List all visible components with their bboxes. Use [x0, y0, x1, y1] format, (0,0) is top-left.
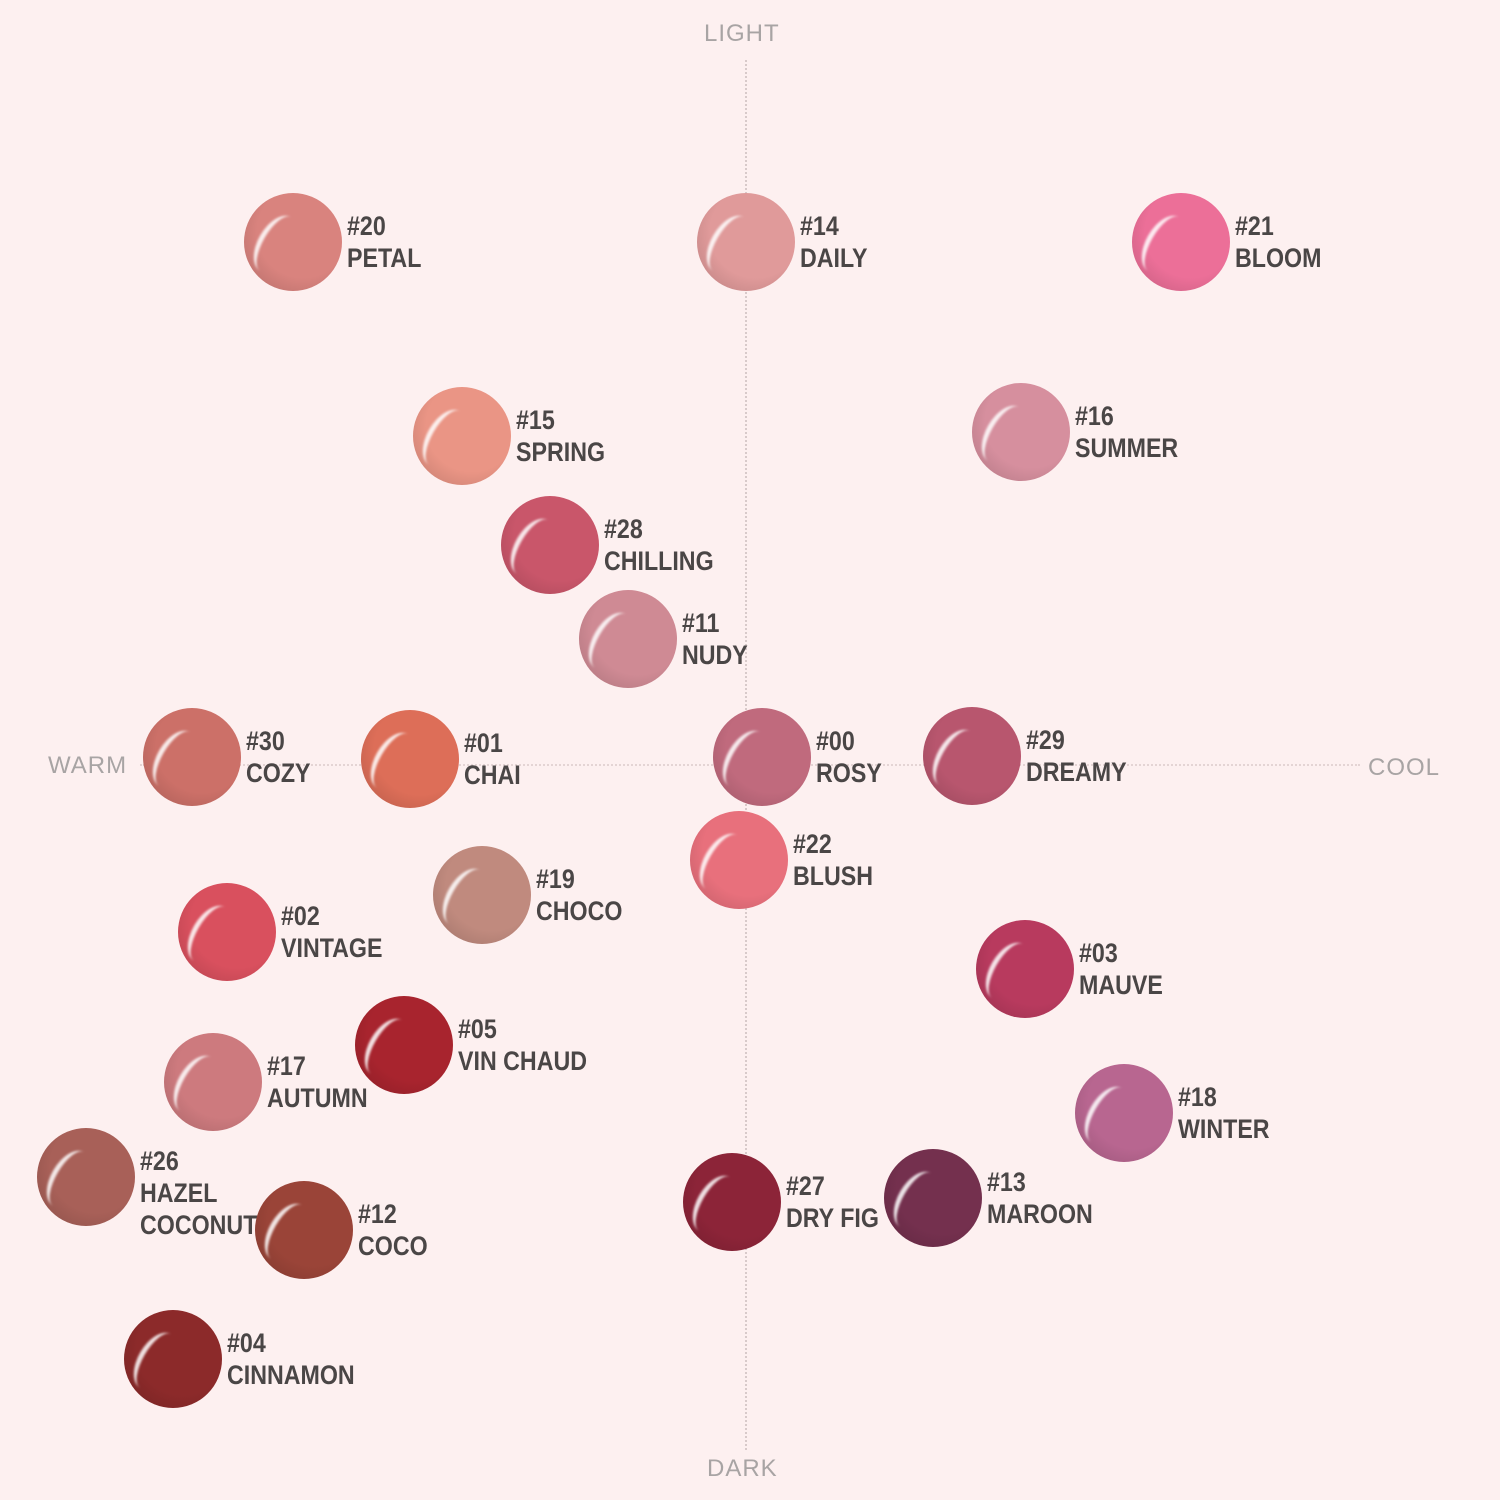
shade-label: #30 COZY [246, 725, 311, 789]
shade-code: #18 [1178, 1082, 1217, 1112]
shade-name: BLOOM [1235, 243, 1322, 273]
shade-name: COCO [358, 1231, 428, 1261]
shade-name: MAROON [987, 1199, 1093, 1229]
shade-swatch [413, 387, 511, 485]
shade-label: #20 PETAL [347, 210, 421, 274]
shade-code: #22 [793, 829, 832, 859]
shade-swatch [124, 1310, 222, 1408]
shade-label: #01 CHAI [464, 727, 521, 791]
shade-label: #16 SUMMER [1075, 400, 1178, 464]
shade-swatch [501, 496, 599, 594]
shade-code: #04 [227, 1328, 266, 1358]
shade-label: #11 NUDY [682, 607, 748, 671]
shade-label: #05 VIN CHAUD [458, 1013, 587, 1077]
shade-name: DRY FIG [786, 1203, 879, 1233]
shade-code: #01 [464, 728, 503, 758]
shade-swatch [683, 1153, 781, 1251]
shade-label: #21 BLOOM [1235, 210, 1321, 274]
axis-label-dark: DARK [707, 1455, 778, 1482]
shade-swatch [143, 708, 241, 806]
shade-code: #00 [816, 726, 855, 756]
shade-name: CHOCO [536, 896, 623, 926]
shade-name: HAZEL [140, 1178, 218, 1208]
shade-swatch [1075, 1064, 1173, 1162]
shade-swatch [690, 811, 788, 909]
shade-label: #13 MAROON [987, 1166, 1093, 1230]
shade-name: VIN CHAUD [458, 1046, 588, 1076]
shade-code: #15 [516, 405, 555, 435]
shade-code: #11 [682, 608, 720, 638]
shade-swatch [713, 708, 811, 806]
shade-label: #00 ROSY [816, 725, 882, 789]
axis-label-warm: WARM [48, 752, 128, 779]
shade-code: #30 [246, 726, 285, 756]
shade-label: #29 DREAMY [1026, 724, 1127, 788]
shade-swatch [244, 193, 342, 291]
shade-code: #20 [347, 211, 386, 241]
shade-name: WINTER [1178, 1114, 1270, 1144]
shade-name: BLUSH [793, 861, 873, 891]
shade-swatch [579, 590, 677, 688]
shade-name: DAILY [800, 243, 868, 273]
shade-label: #14 DAILY [800, 210, 868, 274]
shade-name: VINTAGE [281, 933, 383, 963]
shade-swatch [178, 883, 276, 981]
shade-swatch [697, 193, 795, 291]
shade-swatch [355, 996, 453, 1094]
shade-swatch [255, 1181, 353, 1279]
shade-code: #13 [987, 1167, 1026, 1197]
shade-code: #14 [800, 211, 839, 241]
shade-name: CINNAMON [227, 1360, 355, 1390]
shade-label: #15 SPRING [516, 404, 605, 468]
shade-label: #28 CHILLING [604, 513, 714, 577]
shade-swatch [433, 846, 531, 944]
shade-code: #21 [1235, 211, 1274, 241]
shade-code: #12 [358, 1199, 397, 1229]
shade-name: MAUVE [1079, 970, 1163, 1000]
shade-label: #12 COCO [358, 1198, 428, 1262]
shade-label: #27 DRY FIG [786, 1170, 879, 1234]
shade-code: #27 [786, 1171, 825, 1201]
shade-swatch [1132, 193, 1230, 291]
axis-label-cool: COOL [1368, 754, 1441, 781]
shade-code: #02 [281, 901, 320, 931]
shade-swatch [923, 707, 1021, 805]
shade-code: #29 [1026, 725, 1065, 755]
shade-swatch [884, 1149, 982, 1247]
shade-name: AUTUMN [267, 1083, 368, 1113]
shade-code: #19 [536, 864, 575, 894]
shade-name: COZY [246, 758, 311, 788]
shade-swatch [972, 383, 1070, 481]
shade-name: CHILLING [604, 546, 714, 576]
shade-swatch [37, 1128, 135, 1226]
shade-code: #26 [140, 1146, 179, 1176]
shade-name: COCONUT [140, 1210, 258, 1240]
shade-code: #17 [267, 1051, 306, 1081]
shade-name: PETAL [347, 243, 422, 273]
shade-name: DREAMY [1026, 757, 1127, 787]
shade-code: #28 [604, 514, 643, 544]
shade-label: #19 CHOCO [536, 863, 622, 927]
axis-label-light: LIGHT [704, 20, 780, 47]
shade-swatch [976, 920, 1074, 1018]
shade-code: #05 [458, 1014, 497, 1044]
shade-name: SUMMER [1075, 433, 1179, 463]
shade-label: #03 MAUVE [1079, 937, 1163, 1001]
shade-code: #16 [1075, 401, 1114, 431]
shade-swatch [361, 710, 459, 808]
shade-label: #02 VINTAGE [281, 900, 382, 964]
shade-label: #04 CINNAMON [227, 1327, 355, 1391]
shade-name: CHAI [464, 760, 521, 790]
shade-label: #22 BLUSH [793, 828, 873, 892]
shade-code: #03 [1079, 938, 1118, 968]
shade-label: #17 AUTUMN [267, 1050, 368, 1114]
shade-name: NUDY [682, 640, 748, 670]
shade-name: ROSY [816, 758, 882, 788]
shade-swatch [164, 1033, 262, 1131]
shade-label: #26 HAZEL COCONUT [140, 1145, 257, 1241]
shade-name: SPRING [516, 437, 606, 467]
shade-label: #18 WINTER [1178, 1081, 1270, 1145]
